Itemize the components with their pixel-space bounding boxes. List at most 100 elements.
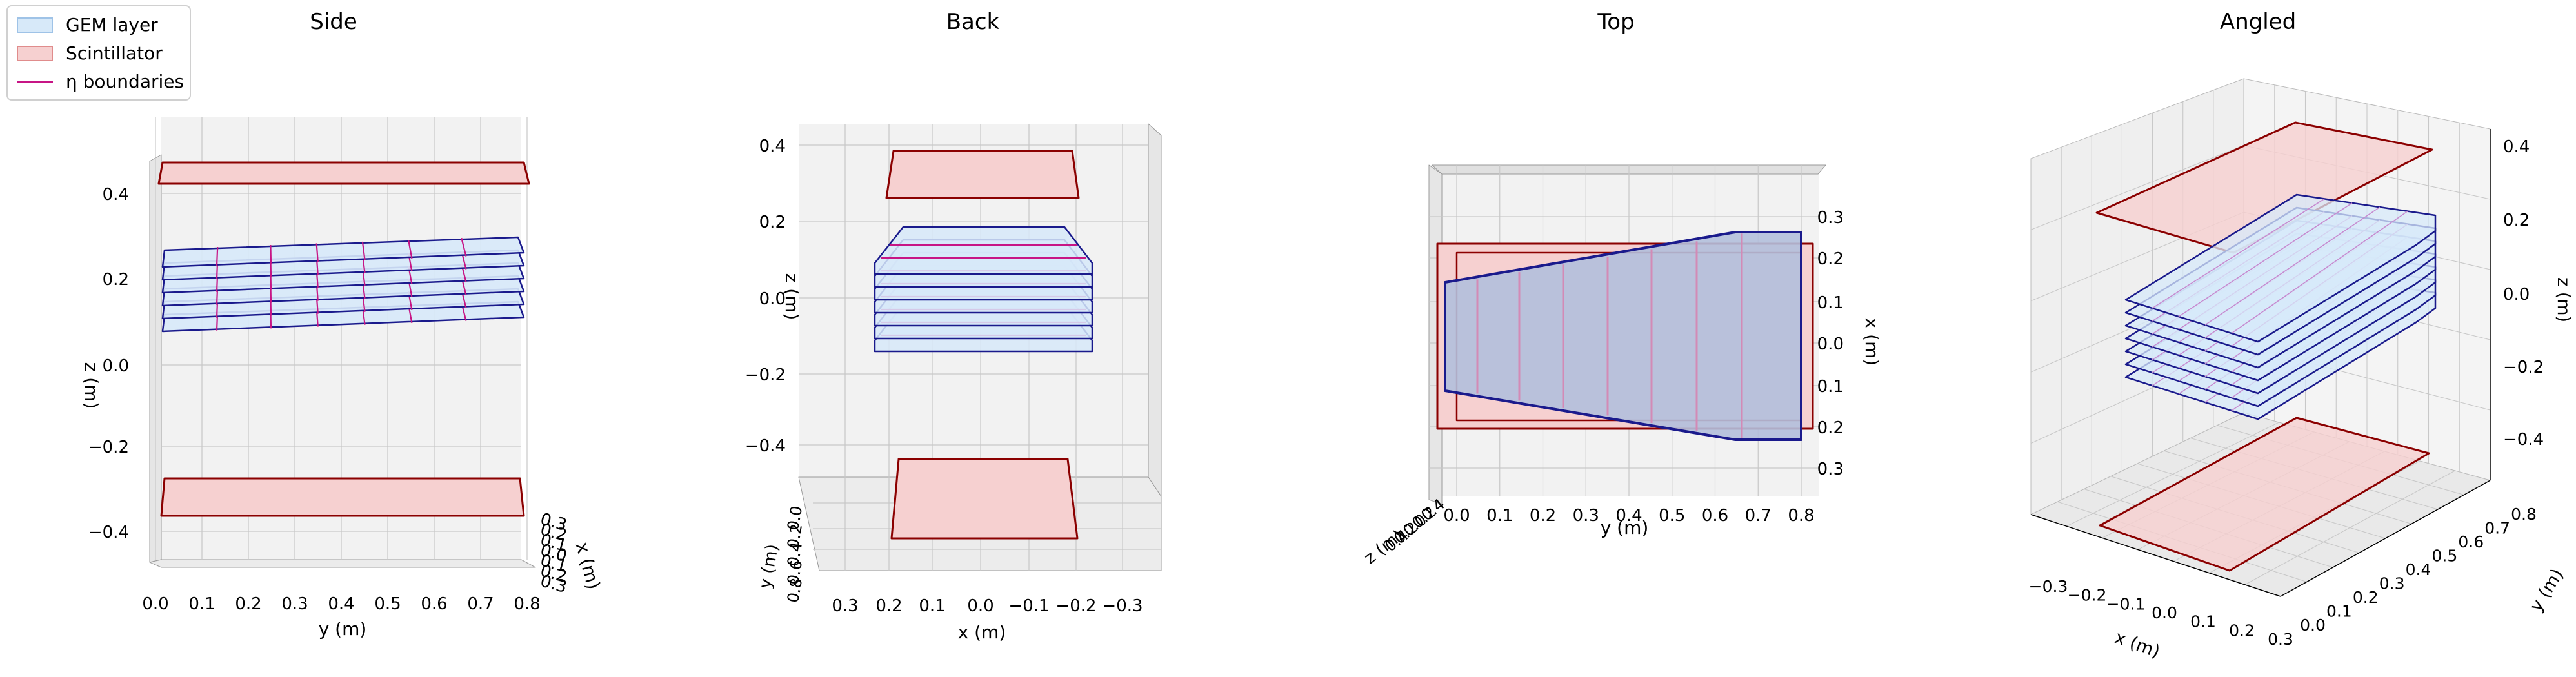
back-ztick: 0.0 xyxy=(759,289,786,309)
angled-ytick: 0.0 xyxy=(2300,616,2326,634)
back-scint-bottom xyxy=(890,458,1079,540)
top-xtick: 0.1 xyxy=(1486,506,1513,525)
back-xtick: −0.2 xyxy=(1055,596,1096,616)
angled-xtick: 0.2 xyxy=(2229,621,2255,640)
back-depth-tick: 0.0 xyxy=(784,504,806,531)
legend-item-scint: Scintillator xyxy=(17,44,163,63)
side-floor-pane xyxy=(149,559,536,568)
angled-ztick: 0.4 xyxy=(2503,137,2530,157)
back-right-pane xyxy=(1148,123,1162,497)
side-xlabel: y (m) xyxy=(319,618,367,640)
angled-xtick: −0.2 xyxy=(2068,586,2107,605)
top-xtick: 0.6 xyxy=(1702,506,1728,525)
angled-grid-h xyxy=(2030,145,2244,230)
side-xtick: 0.0 xyxy=(142,594,168,614)
side-eta-line xyxy=(408,240,413,259)
top-ytick: 0.1 xyxy=(1817,377,1844,397)
side-ztick: 0.0 xyxy=(103,357,129,376)
back-xtick: −0.3 xyxy=(1102,596,1143,616)
top-xtick: 0.5 xyxy=(1659,506,1685,525)
side-scint-top xyxy=(157,161,530,185)
legend-label-scint: Scintillator xyxy=(66,43,163,64)
back-ztick: 0.2 xyxy=(759,213,786,232)
angled-x-axis xyxy=(2030,514,2281,597)
side-ztick: 0.2 xyxy=(103,270,129,289)
legend-swatch-scint xyxy=(17,46,53,61)
angled-ytick: 0.6 xyxy=(2458,533,2484,551)
legend-label-gem: GEM layer xyxy=(66,14,158,35)
top-ytick: 0.2 xyxy=(1817,418,1844,438)
angled-xlabel: x (m) xyxy=(2112,627,2162,662)
top-ytick: 0.0 xyxy=(1817,335,1844,354)
back-gem-layer xyxy=(874,226,1093,275)
top-ytick: 0.3 xyxy=(1817,208,1844,228)
angled-ztick: 0.2 xyxy=(2503,211,2530,230)
title-side: Side xyxy=(310,9,357,35)
angled-ylabel: y (m) xyxy=(2526,565,2568,615)
side-xtick: 0.7 xyxy=(467,594,494,614)
top-xtick: 0.8 xyxy=(1788,506,1814,525)
side-zlabel: z (m) xyxy=(81,362,102,409)
side-xtick: 0.3 xyxy=(281,594,308,614)
side-xtick: 0.8 xyxy=(514,594,540,614)
angled-ytick: 0.2 xyxy=(2353,588,2379,607)
angled-ztick: −0.2 xyxy=(2503,358,2544,377)
angled-zlabel: z (m) xyxy=(2553,277,2573,322)
angled-ytick: 0.4 xyxy=(2406,560,2431,579)
angled-y-axis xyxy=(2280,480,2491,597)
side-eta-line xyxy=(361,241,366,260)
angled-scint-bottom xyxy=(2099,417,2430,572)
back-scint-top xyxy=(885,150,1080,199)
legend-item-eta: η boundaries xyxy=(17,72,184,92)
back-xtick: 0.0 xyxy=(967,596,993,616)
angled-scint-top xyxy=(2095,121,2433,254)
side-gem-layer xyxy=(161,236,525,268)
title-top: Top xyxy=(1597,9,1634,35)
back-xtick: 0.2 xyxy=(875,596,902,616)
back-xtick: 0.3 xyxy=(832,596,858,616)
top-xtick: 0.2 xyxy=(1530,506,1556,525)
side-ztick: 0.4 xyxy=(103,185,129,204)
angled-xtick: 0.0 xyxy=(2152,603,2177,622)
legend-line-eta xyxy=(17,81,53,83)
angled-ytick: 0.5 xyxy=(2431,547,2457,565)
side-xtick: 0.2 xyxy=(235,594,261,614)
legend-item-gem: GEM layer xyxy=(17,15,158,35)
side-ztick: −0.2 xyxy=(88,438,129,457)
side-xtick: 0.4 xyxy=(328,594,354,614)
back-ztick: 0.4 xyxy=(759,137,786,156)
back-depth-tick: 0.8 xyxy=(784,576,806,603)
angled-gem-layer xyxy=(2124,193,2437,343)
top-xtick: 0.7 xyxy=(1745,506,1772,525)
back-depth-tick: 0.2 xyxy=(784,522,806,549)
back-depth-tick: 0.6 xyxy=(784,558,806,585)
top-xlabel: y (m) xyxy=(1601,517,1649,538)
angled-ztick: −0.4 xyxy=(2503,430,2544,449)
back-zlabel: z (m) xyxy=(781,273,803,320)
top-ytick: 0.2 xyxy=(1817,250,1844,269)
back-xlabel: x (m) xyxy=(958,622,1006,643)
angled-eta-line xyxy=(2231,210,2408,334)
side-xtick: 0.6 xyxy=(421,594,447,614)
top-ytick: 0.3 xyxy=(1817,460,1844,479)
back-depth-tick: 0.4 xyxy=(784,540,806,567)
legend-label-eta: η boundaries xyxy=(66,71,185,92)
top-xtick: 0.0 xyxy=(1443,506,1470,525)
back-xtick: −0.1 xyxy=(1008,596,1049,616)
angled-xtick: −0.3 xyxy=(2029,577,2068,596)
legend: GEM layer Scintillator η boundaries xyxy=(6,5,191,101)
side-scint-bottom xyxy=(160,477,525,517)
back-ztick: −0.4 xyxy=(745,437,786,456)
side-depth-label: x (m) xyxy=(572,540,604,592)
angled-eta-line xyxy=(2204,206,2381,326)
legend-swatch-gem xyxy=(17,17,53,33)
angled-ytick: 0.1 xyxy=(2326,602,2352,621)
top-xtick: 0.4 xyxy=(1615,506,1642,525)
back-depth-label: y (m) xyxy=(755,543,783,590)
top-ytick: 0.1 xyxy=(1817,293,1844,313)
angled-ztick: 0.0 xyxy=(2503,285,2530,304)
angled-ytick: 0.8 xyxy=(2511,505,2537,524)
side-xtick: 0.5 xyxy=(374,594,401,614)
title-back: Back xyxy=(946,9,1000,35)
